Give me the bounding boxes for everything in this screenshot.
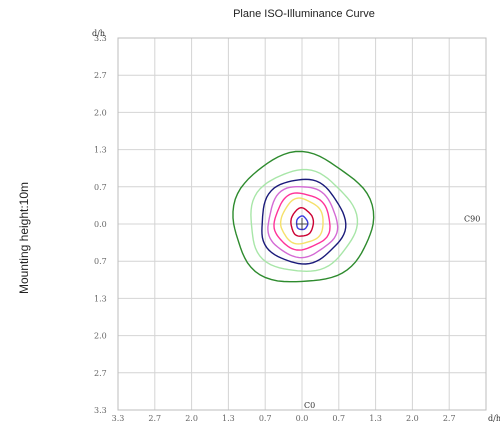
plot-frame — [117, 37, 487, 411]
contour-line — [232, 150, 375, 283]
x-tick-label: 0.7 — [259, 414, 272, 423]
x-tick-label: 1.3 — [222, 414, 235, 423]
y-tick-label: 1.3 — [94, 294, 107, 303]
c0-label: C0 — [304, 401, 315, 410]
contour-line — [290, 206, 315, 237]
c90-label: C90 — [464, 214, 480, 223]
y-axis-unit: d/h — [92, 29, 105, 38]
y-tick-label: 2.0 — [94, 332, 107, 341]
x-tick-label: 1.3 — [369, 414, 382, 423]
x-axis-unit: d/h — [488, 414, 500, 423]
y-tick-label: 3.3 — [94, 406, 107, 415]
y-tick-label: 0.7 — [94, 257, 107, 266]
x-tick-label: 0.0 — [296, 414, 309, 423]
x-tick-label: 2.0 — [406, 414, 419, 423]
y-tick-label: 3.3 — [94, 34, 107, 43]
y-tick-label: 0.0 — [94, 220, 107, 229]
x-tick-label: 2.7 — [443, 414, 456, 423]
luminaire-center-marker — [296, 218, 308, 230]
x-tick-label: 2.0 — [185, 414, 198, 423]
grid — [117, 37, 487, 411]
contour-line — [267, 186, 339, 259]
y-tick-label: 2.0 — [94, 108, 107, 117]
chart-title: Plane ISO-Illuminance Curve — [233, 8, 375, 20]
contour-line — [261, 178, 347, 265]
contour-line — [279, 197, 324, 245]
y-tick-label: 0.7 — [94, 183, 107, 192]
y-tick-label: 1.3 — [94, 146, 107, 155]
x-tick-label: 0.7 — [332, 414, 345, 423]
x-tick-label: 2.7 — [148, 414, 161, 423]
contour-lines — [232, 150, 375, 283]
contour-line — [250, 168, 359, 273]
axis-ticks: 3.3 2.7 2.0 1.3 0.7 0.0 0.7 1.3 2.0 2.7 3.3 3.3 2.7 2… — [94, 34, 456, 423]
contour-line — [273, 192, 331, 251]
y-tick-label: 2.7 — [94, 71, 107, 80]
x-tick-label: 3.3 — [112, 414, 125, 423]
y-tick-label: 2.7 — [94, 369, 107, 378]
